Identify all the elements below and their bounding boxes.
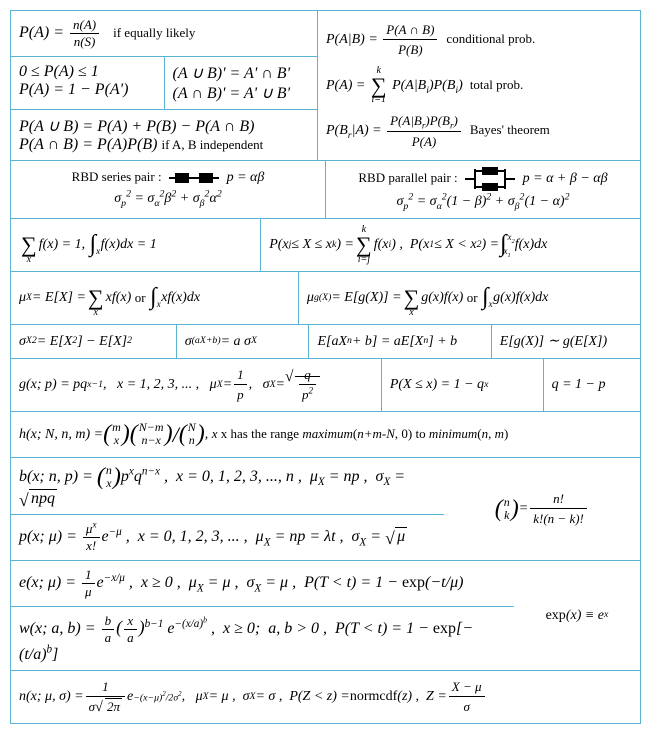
row-exp-weibull: e(x; μ) = 1μe−x/μ , x ≥ 0 , μX = μ , σX … xyxy=(11,561,640,671)
cell-sigma-linear: σ(aX+b) = a σX xyxy=(177,325,310,358)
cell-poisson: p(x; μ) = μxx!e−μ , x = 0, 1, 2, 3, ... … xyxy=(11,515,444,560)
row-variance: σX2 = E[X2] − E[X]2 σ(aX+b) = a σX E[aXn… xyxy=(11,325,640,359)
label-min: minimum xyxy=(429,426,477,441)
cell-normal: n(x; μ, σ) = 1σ2πe−(x−μ)2/2σ2, μX = μ , … xyxy=(11,671,640,723)
row-pmf-pdf: ∑x f(x) = 1, ∫x f(x)dx = 1 P(xj ≤ X ≤ xk… xyxy=(11,219,640,272)
rbd-series-icon xyxy=(169,173,219,183)
note-bayes: Bayes' theorem xyxy=(470,122,550,137)
row-basic-prob: P(A) = n(A)n(S) if equally likely 0 ≤ P(… xyxy=(11,11,640,161)
cell-cdf: P(xj ≤ X ≤ xk) = k∑i=j f(xi) , P(x1 ≤ X … xyxy=(261,219,640,271)
cell-mean-x: μX = E[X] = ∑x xf(x) or ∫x xf(x)dx xyxy=(11,272,299,324)
row-mean: μX = E[X] = ∑x xf(x) or ∫x xf(x)dx μg(X)… xyxy=(11,272,640,325)
label-max: maximum xyxy=(302,426,353,441)
cell-q: q = 1 − p xyxy=(544,359,640,411)
rbd-parallel-icon xyxy=(465,167,515,191)
cell-demorgan: (A ∪ B)' = A' ∩ B' (A ∩ B)' = A' ∪ B' xyxy=(165,57,318,109)
cell-exponential: e(x; μ) = 1μe−x/μ , x ≥ 0 , μX = μ , σX … xyxy=(11,561,514,607)
row-hypergeometric: h(x; N, n, m) = (mx)(N−mn−x) / (Nn), x x… xyxy=(11,412,640,458)
cell-exp-def: exp(x) ≡ ex xyxy=(514,561,640,670)
note-independent: if A, B independent xyxy=(161,137,263,152)
cell-var: σX2 = E[X2] − E[X]2 xyxy=(11,325,177,358)
cell-rbd-series: RBD series pair : p = αβ σp2 = σα2β2 + σ… xyxy=(11,161,326,218)
note-conditional: conditional prob. xyxy=(446,31,535,46)
label-rbd-series: RBD series pair : xyxy=(72,169,162,184)
cell-axioms: 0 ≤ P(A) ≤ 1 P(A) = 1 − P(A') xyxy=(11,57,165,109)
row-geometric: g(x; p) = pqx−1, x = 1, 2, 3, ... , μX =… xyxy=(11,359,640,412)
note-equally-likely: if equally likely xyxy=(113,25,195,40)
cell-conditional: P(A|B) = P(A ∩ B)P(B) conditional prob. … xyxy=(318,11,640,160)
formula-sheet: P(A) = n(A)n(S) if equally likely 0 ≤ P(… xyxy=(10,10,641,724)
label-range: x has the range xyxy=(221,426,299,441)
cell-binom-coef: (nk) = n!k!(n − k)! xyxy=(444,458,640,560)
cell-mean-gx: μg(X) = E[g(X)] = ∑x g(x)f(x) or ∫x g(x)… xyxy=(299,272,640,324)
label-or-1: or xyxy=(135,288,146,308)
row-rbd: RBD series pair : p = αβ σp2 = σα2β2 + σ… xyxy=(11,161,640,219)
label-normcdf: normcdf xyxy=(350,686,397,707)
note-total: total prob. xyxy=(470,77,523,92)
cell-hypergeometric: h(x; N, n, m) = (mx)(N−mn−x) / (Nn), x x… xyxy=(11,412,640,457)
cell-geometric: g(x; p) = pqx−1, x = 1, 2, 3, ... , μX =… xyxy=(11,359,382,411)
cell-e-linear: E[aXn + b] = aE[Xn] + b xyxy=(309,325,491,358)
cell-weibull: w(x; a, b) = ba(xa)b−1 e−(x/a)b , x ≥ 0;… xyxy=(11,607,514,670)
cell-sum-int: ∑x f(x) = 1, ∫x f(x)dx = 1 xyxy=(11,219,261,271)
cell-addition-rule: P(A ∪ B) = P(A) + P(B) − P(A ∩ B) P(A ∩ … xyxy=(11,110,317,160)
cell-classical-prob: P(A) = n(A)n(S) if equally likely xyxy=(11,11,317,57)
label-or-2: or xyxy=(467,288,478,308)
row-normal: n(x; μ, σ) = 1σ2πe−(x−μ)2/2σ2, μX = μ , … xyxy=(11,671,640,723)
cell-binomial: b(x; n, p) = (nx)pxqn−x , x = 0, 1, 2, 3… xyxy=(11,458,444,515)
row-binom-poisson: b(x; n, p) = (nx)pxqn−x , x = 0, 1, 2, 3… xyxy=(11,458,640,561)
cell-geo-cdf: P(X ≤ x) = 1 − qx xyxy=(382,359,544,411)
cell-rbd-parallel: RBD parallel pair : p = α + β − αβ σp2 =… xyxy=(326,161,640,218)
cell-e-approx: E[g(X)] ∼ g(E[X]) xyxy=(492,325,640,358)
label-to: to xyxy=(415,426,425,441)
label-rbd-parallel: RBD parallel pair : xyxy=(358,170,457,185)
